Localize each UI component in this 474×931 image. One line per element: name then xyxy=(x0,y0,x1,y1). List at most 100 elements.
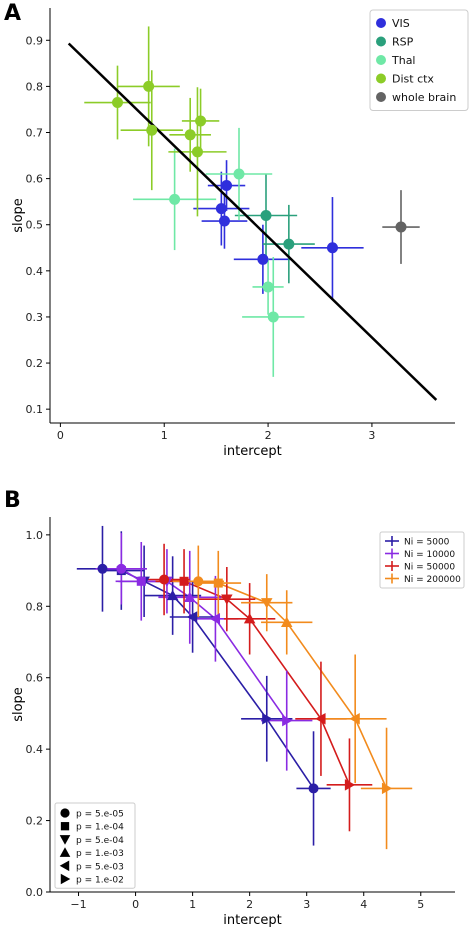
panel-b-data-point xyxy=(97,563,108,574)
panel-a-y-tick-label: 0.8 xyxy=(26,80,44,93)
panel-b-legend-label: Ni = 10000 xyxy=(404,550,455,560)
panel-b-x-tick-label: 4 xyxy=(360,898,367,911)
panel-a-y-tick-label: 0.2 xyxy=(26,357,44,370)
panel-b-x-tick-label: 0 xyxy=(132,898,139,911)
panel-a-data-point xyxy=(146,124,158,136)
panel-b-marker-legend-label: p = 5.e-03 xyxy=(76,862,124,872)
panel-a-data-point xyxy=(267,311,279,323)
panel-b-data-point xyxy=(166,589,179,601)
panel-b-marker-legend-label: p = 1.e-03 xyxy=(76,849,124,859)
panel-b-marker-legend-box xyxy=(54,802,136,889)
panel-b-data-point xyxy=(243,613,256,624)
panel-b-data-point xyxy=(209,613,221,625)
panel-a-regression-line xyxy=(67,42,438,401)
panel-b-x-tick-label: 3 xyxy=(303,898,310,911)
panel-a-legend-swatch xyxy=(376,92,386,102)
panel-b-data-point xyxy=(221,594,233,605)
panel-b-data-point xyxy=(116,563,127,574)
panel-b-marker-legend: p = 5.e-05 p = 1.e-04 p = 5.e-04 p = 1.e-03… xyxy=(54,802,136,889)
panel-b-series-line xyxy=(120,568,288,722)
panel-a-x-tick-label: 1 xyxy=(161,429,168,442)
panel-b-x-tick-label: 1 xyxy=(189,898,196,911)
panel-a-data-point xyxy=(195,115,207,127)
panel-a-x-axis-label: intercept xyxy=(223,444,282,459)
panel-b-series-lines xyxy=(102,567,388,789)
panel-b-marker-legend-label: p = 1.e-04 xyxy=(76,823,124,833)
panel-a-data-point xyxy=(169,193,181,205)
panel-a-data-point xyxy=(221,180,233,192)
panel-b-data-point xyxy=(179,576,189,586)
panel-a-legend-swatch xyxy=(376,55,386,65)
panel-a-y-tick-label: 0.9 xyxy=(26,34,44,47)
panel-a-y-tick-label: 0.1 xyxy=(26,403,44,416)
panel-a-data-point xyxy=(112,97,123,109)
panel-b-y-tick-label: 0.0 xyxy=(26,886,44,899)
panel-a-data-point xyxy=(184,129,196,141)
panel-a-data-point xyxy=(283,238,295,250)
panel-b-data-point xyxy=(262,713,273,725)
panel-a-legend-label: RSP xyxy=(392,36,414,49)
panel-b-x-tick-label: −1 xyxy=(70,898,86,911)
panel-b-marker-legend-label: p = 5.e-04 xyxy=(76,836,124,846)
panel-a-legend-swatch xyxy=(376,73,386,84)
panel-b-legend-box xyxy=(379,531,465,589)
panel-a-x-tick-label: 2 xyxy=(265,429,272,442)
panel-a-data-point xyxy=(260,210,272,221)
panel-a: A 0 1 2 3 0.1 0.2 0.3 0.4 0.5 0.6 0.7 0.8 0.9 interce… xyxy=(4,1,469,459)
panel-b-marker-legend-swatch xyxy=(60,822,70,831)
panel-a-data-point xyxy=(395,221,407,233)
panel-b-marker-legend-label: p = 1.e-02 xyxy=(76,876,124,886)
panel-b-data-point xyxy=(136,576,146,586)
panel-a-legend-swatch xyxy=(376,36,386,47)
panel-b-data-point xyxy=(213,578,223,588)
panel-a-data-point xyxy=(191,146,203,158)
panel-a-legend-label: VIS xyxy=(392,17,410,30)
panel-a-data-point xyxy=(143,80,155,92)
panel-letter-b: B xyxy=(4,488,21,513)
panel-a-data-point xyxy=(262,281,274,293)
panel-b-series-line xyxy=(102,567,315,789)
panel-b-y-tick-label: 1.0 xyxy=(26,529,44,542)
panel-a-data-point xyxy=(233,168,245,180)
panel-b-data-point xyxy=(308,783,319,794)
panel-a-y-tick-label: 0.3 xyxy=(26,311,44,324)
panel-b-x-tick-label: 2 xyxy=(246,898,253,911)
panel-b-legend-label: Ni = 5000 xyxy=(404,538,450,548)
panel-b-x-axis-label: intercept xyxy=(223,913,282,928)
panel-b-y-axis-label: slope xyxy=(11,687,26,722)
panel-b-axes: −1 0 1 2 3 4 5 0.0 0.2 0.4 0.6 0.8 1.0 intercept slope xyxy=(11,517,455,928)
panel-b-marker-legend-swatch xyxy=(59,835,71,845)
panel-a-legend-label: Thal xyxy=(391,54,416,67)
panel-a-error-bars xyxy=(84,26,420,377)
panel-b-legend-label: Ni = 200000 xyxy=(404,575,461,585)
panel-b: B −1 0 1 2 3 4 5 0.0 0.2 0.4 0.6 0.8 1.0 intercept slo… xyxy=(4,488,465,928)
panel-a-y-axis-label: slope xyxy=(11,198,26,233)
panel-b-data-point xyxy=(186,611,198,623)
panel-a-points xyxy=(112,80,407,323)
panel-b-data-point xyxy=(282,714,293,727)
panel-b-marker-legend-swatch xyxy=(60,808,70,818)
panel-b-y-tick-label: 0.2 xyxy=(26,815,44,828)
panel-b-data-point xyxy=(381,782,393,795)
panel-b-data-point xyxy=(344,779,356,791)
panel-a-legend-label: Dist ctx xyxy=(392,73,434,86)
panel-b-data-point xyxy=(349,713,360,725)
panel-b-data-point xyxy=(280,616,293,627)
panel-b-marker-legend-swatch xyxy=(60,873,71,885)
panel-a-x-tick-label: 3 xyxy=(368,429,375,442)
panel-b-x-tick-label: 5 xyxy=(417,898,424,911)
panel-letter-a: A xyxy=(4,1,21,26)
panel-b-marker-legend-swatch xyxy=(59,860,70,872)
panel-a-axes: 0 1 2 3 0.1 0.2 0.3 0.4 0.5 0.6 0.7 0.8 0.9 intercept… xyxy=(11,8,455,459)
panel-a-data-point xyxy=(257,253,269,265)
panel-b-legend: Ni = 5000 Ni = 10000 Ni = 50000 Ni = 200000 xyxy=(379,531,465,589)
panel-a-data-point xyxy=(218,215,230,227)
panel-b-y-tick-label: 0.8 xyxy=(26,600,44,613)
panel-a-data-point xyxy=(326,242,338,254)
panel-a-legend-box xyxy=(369,9,469,111)
panel-b-data-point xyxy=(261,598,273,609)
panel-b-points xyxy=(97,563,393,795)
panel-a-legend: VIS RSP Thal Dist ctx whole brain xyxy=(369,9,469,111)
panel-b-marker-legend-swatch xyxy=(59,847,71,857)
